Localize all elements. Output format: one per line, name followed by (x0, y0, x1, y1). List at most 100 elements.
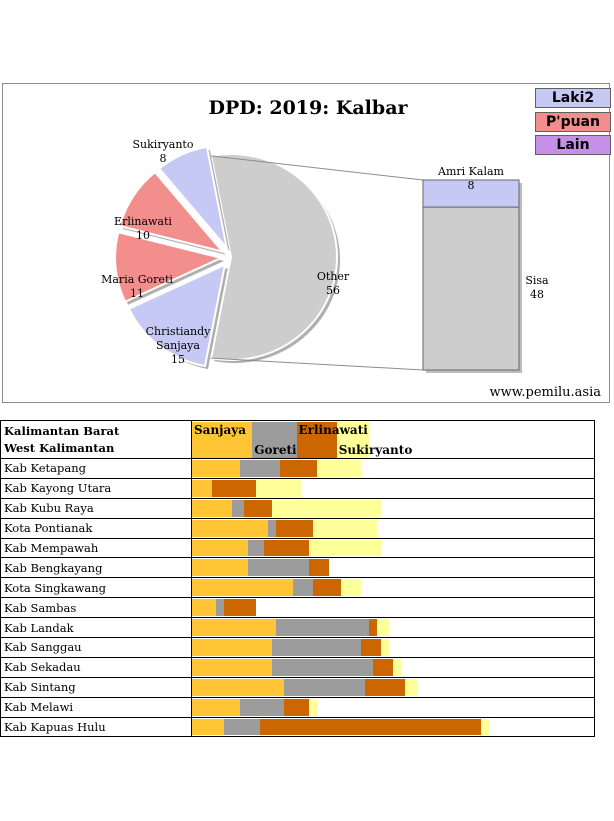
bar-segment-goreti (248, 539, 265, 557)
bar-segment-sanjaya (192, 599, 217, 617)
row-region-name: Kab Mempawah (0, 537, 192, 559)
bar-segment-goreti (284, 678, 365, 696)
bar-segment-goreti (232, 499, 245, 517)
bar-segment-erlinawati (364, 678, 406, 696)
website-credit: www.pemilu.asia (489, 385, 601, 400)
bar-segment-sanjaya (192, 499, 233, 517)
bar-segment-erlinawati (244, 499, 273, 517)
row-region-name: Kab Sekadau (0, 656, 192, 678)
chart-title: DPD: 2019: Kalbar (208, 97, 408, 119)
header-legend-label-sanjaya: Sanjaya (194, 423, 247, 437)
row-bar (191, 477, 595, 499)
bar-segment-sukiryanto (272, 499, 381, 517)
table-header-region: Kalimantan Barat West Kalimantan (0, 420, 192, 459)
row-region-name: Kota Pontianak (0, 517, 192, 539)
row-bar (191, 656, 595, 678)
bar-segment-sanjaya (192, 519, 269, 537)
table-row: Kota Singkawang (0, 577, 595, 599)
row-region-name: Kab Bengkayang (0, 557, 192, 579)
row-region-name: Kab Kapuas Hulu (0, 716, 192, 738)
row-region-name: Kab Kubu Raya (0, 497, 192, 519)
bar-segment-sanjaya (192, 539, 249, 557)
bar-segment-sukiryanto (481, 718, 490, 736)
row-region-name: Kota Singkawang (0, 577, 192, 599)
bar-segment-sukiryanto (340, 579, 361, 597)
bar-segment-erlinawati (360, 639, 381, 656)
table-row: Kab Mempawah (0, 537, 595, 559)
bar-segment-sukiryanto (256, 479, 301, 497)
row-region-name: Kab Kayong Utara (0, 477, 192, 499)
header-legend-block-sukiryanto (336, 422, 369, 458)
bar-segment-erlinawati (264, 539, 309, 557)
row-bar (191, 716, 595, 738)
bar-segment-sanjaya (192, 718, 225, 736)
row-bar (191, 637, 595, 658)
row-bar (191, 537, 595, 559)
bar-segment-goreti (216, 599, 225, 617)
bar-segment-sukiryanto (308, 698, 317, 716)
bar-segment-sanjaya (192, 658, 273, 676)
table-row: Kab Sambas (0, 597, 595, 619)
bar-segment-sanjaya (192, 460, 241, 477)
breakdown-label-amri-kalam: Amri Kalam (437, 165, 504, 178)
row-bar (191, 597, 595, 619)
pie-slice-erlinawati (118, 170, 226, 254)
table-header-legend: Sanjaya Goreti Erlinawati Sukiryanto (191, 420, 595, 459)
pie-slice-christiandy-label: Sanjaya (156, 339, 200, 352)
pie-slice-other-value: 56 (326, 284, 340, 297)
row-bar (191, 577, 595, 599)
row-region-name: Kab Sanggau (0, 637, 192, 658)
pie-slice-maria-goreti-label: Maria Goreti (101, 273, 173, 286)
table-row: Kab Melawi (0, 696, 595, 718)
row-bar (191, 676, 595, 698)
header-legend-label-sukiryanto: Sukiryanto (338, 443, 413, 457)
bar-segment-goreti (272, 658, 373, 676)
bar-segment-erlinawati (224, 599, 257, 617)
row-region-name: Kab Sintang (0, 676, 192, 698)
row-bar (191, 696, 595, 718)
bar-segment-goreti (272, 639, 361, 656)
breakdown-value-amri-kalam: 8 (468, 179, 475, 192)
bar-segment-erlinawati (280, 460, 317, 477)
header-legend-block-erlinawati (296, 422, 337, 458)
district-bar-table: Kalimantan Barat West Kalimantan Sanjaya Go… (0, 420, 595, 738)
header-legend-label-erlinawati: Erlinawati (298, 423, 368, 437)
pie-slice-erlinawati-value: 10 (136, 229, 150, 242)
bar-segment-goreti (248, 559, 309, 577)
pie-slice-sukiryanto-value: 8 (160, 152, 167, 165)
header-legend-label-goreti: Goreti (254, 443, 297, 457)
row-bar (191, 557, 595, 579)
row-bar (191, 517, 595, 539)
bar-segment-sanjaya (192, 479, 213, 497)
bar-segment-sanjaya (192, 559, 249, 577)
row-region-name: Kab Melawi (0, 696, 192, 718)
bar-segment-goreti (240, 460, 281, 477)
row-bar (191, 497, 595, 519)
bar-segment-sukiryanto (308, 539, 381, 557)
bar-segment-erlinawati (212, 479, 257, 497)
row-bar (191, 458, 595, 479)
pie-slice-sukiryanto (157, 145, 229, 252)
bar-segment-erlinawati (312, 579, 341, 597)
bar-segment-goreti (292, 579, 313, 597)
pie-slice-christiandy-value: 15 (171, 353, 185, 366)
breakdown-label-sisa: Sisa (525, 274, 549, 287)
legend-item-laki2: Laki2 (535, 88, 611, 108)
table-row: Kab Kapuas Hulu (0, 716, 595, 738)
bar-segment-erlinawati (260, 718, 482, 736)
connector-line-bottom (211, 357, 424, 371)
legend-item-lain: Lain (535, 135, 611, 155)
table-row: Kab Kubu Raya (0, 497, 595, 519)
row-region-name: Kab Sambas (0, 597, 192, 619)
row-region-name: Kab Landak (0, 617, 192, 639)
pie-chart-panel: DPD: 2019: Kalbar Christiandy Sanjaya 15 Mar… (2, 83, 611, 403)
pie-slice-sukiryanto-label: Sukiryanto (133, 138, 194, 151)
breakdown-value-sisa: 48 (530, 288, 544, 301)
bar-segment-sanjaya (192, 579, 293, 597)
row-bar (191, 617, 595, 639)
header-legend-block-goreti (252, 422, 297, 458)
bar-segment-erlinawati (372, 658, 393, 676)
bar-segment-sanjaya (192, 619, 277, 637)
bar-segment-sukiryanto (393, 658, 402, 676)
